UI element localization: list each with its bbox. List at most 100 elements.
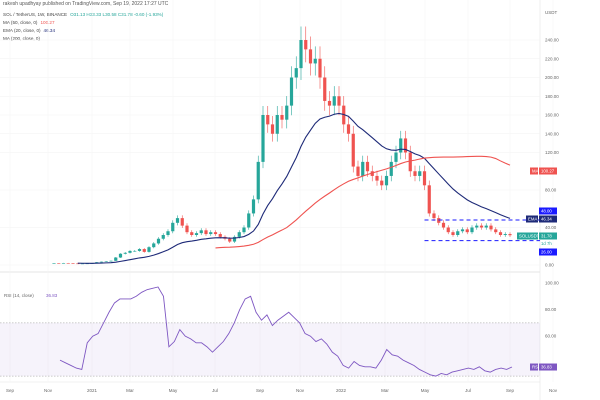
candle-body bbox=[337, 96, 341, 106]
candle-body bbox=[460, 229, 465, 232]
candle-body bbox=[109, 260, 113, 262]
rsi-tag-label: RSI bbox=[532, 365, 539, 370]
candle-body bbox=[304, 40, 308, 50]
candle-body bbox=[422, 171, 427, 186]
ema20-tag-label: EMA bbox=[528, 217, 537, 222]
candle-body bbox=[285, 105, 289, 120]
candle-body bbox=[465, 229, 469, 233]
candle-body bbox=[432, 213, 436, 219]
ma50-label: MA (50, close, 0) bbox=[3, 20, 38, 25]
candle-body bbox=[261, 115, 265, 162]
ma200-legend[interactable]: MA (200, close, 0) bbox=[3, 36, 40, 41]
candle-body bbox=[408, 152, 412, 172]
ema20-tag-label-box bbox=[526, 215, 538, 223]
candle-body bbox=[384, 175, 389, 186]
candle-body bbox=[266, 115, 270, 125]
candle-body bbox=[289, 77, 294, 106]
candle-body bbox=[389, 161, 393, 176]
candle-body bbox=[175, 218, 180, 223]
candle-body bbox=[161, 235, 165, 239]
candle-body bbox=[204, 230, 208, 235]
price-tick-label: 180.00 bbox=[545, 94, 559, 99]
ema20-label: EMA (20, close, 0) bbox=[3, 28, 41, 33]
candle-body bbox=[427, 185, 431, 214]
last-price-tag-value: 31.78 bbox=[541, 234, 552, 239]
candle-body bbox=[166, 231, 170, 235]
candle-body bbox=[475, 225, 479, 228]
candle-body bbox=[57, 263, 61, 264]
level-48-tag bbox=[539, 207, 557, 215]
ma50-legend[interactable]: MA (50, close, 0) 100.27 bbox=[3, 20, 55, 25]
time-tick-label: Nov bbox=[549, 388, 558, 393]
price-tick-label: 40.00 bbox=[545, 225, 557, 230]
candle-body bbox=[137, 249, 142, 251]
candle-body bbox=[242, 227, 246, 233]
candle-body bbox=[318, 58, 322, 78]
time-tick-label: Sep bbox=[256, 388, 265, 393]
candle-body bbox=[104, 261, 108, 263]
candle-body bbox=[294, 68, 298, 78]
candle-body bbox=[256, 161, 260, 200]
level-48-tag-value: 48.00 bbox=[541, 209, 552, 214]
candle-body bbox=[441, 222, 446, 228]
candle-body bbox=[356, 166, 360, 176]
rsi-band bbox=[0, 322, 540, 377]
ma50-tag-value: 100.27 bbox=[541, 168, 555, 173]
candle-body bbox=[61, 263, 66, 264]
ma50-tag-label: MA bbox=[532, 168, 539, 173]
level-26-tag bbox=[539, 248, 557, 256]
candle-body bbox=[80, 263, 85, 265]
price-tick-label: 0.00 bbox=[545, 263, 554, 268]
candle-body bbox=[99, 261, 104, 263]
candle-body bbox=[489, 225, 493, 230]
price-tick-label: 80.00 bbox=[545, 188, 557, 193]
candle-body bbox=[332, 96, 336, 106]
rsi-tag-label-box bbox=[530, 363, 538, 371]
candle-body bbox=[251, 199, 256, 214]
candle-body bbox=[418, 171, 422, 176]
rsi-value: 36.83 bbox=[46, 293, 58, 298]
candle-body bbox=[380, 180, 384, 186]
candle-body bbox=[280, 115, 284, 120]
ma50-tag bbox=[539, 167, 557, 175]
ma50-tag-label-box bbox=[530, 167, 538, 175]
rsi-tick-label: 80.00 bbox=[545, 307, 557, 312]
time-tick-label: Mar bbox=[126, 388, 134, 393]
ohlc-values: O31.13 H33.33 L30.58 C31.78 -0.60 (-1.93… bbox=[70, 12, 164, 17]
candle-body bbox=[190, 232, 194, 235]
time-tick-label: May bbox=[421, 388, 430, 393]
rsi-title: RSI (14, close) bbox=[4, 293, 34, 298]
rsi-tag bbox=[539, 363, 557, 371]
candle-body bbox=[147, 247, 151, 252]
currency-label: USDT bbox=[545, 10, 558, 15]
time-tick-label: 2022 bbox=[336, 388, 347, 393]
ema20-line bbox=[77, 112, 511, 264]
candle-body bbox=[394, 152, 398, 162]
candle-body bbox=[218, 234, 222, 237]
publisher-line: rakesh upadhyay published on TradingView… bbox=[3, 1, 169, 7]
candle-body bbox=[152, 243, 156, 248]
symbol-name: SOL / TetherUS, 1W, BINANCE bbox=[3, 12, 68, 17]
candle-body bbox=[351, 133, 355, 167]
ema20-legend[interactable]: EMA (20, close, 0) 46.34 bbox=[3, 28, 55, 33]
candle-body bbox=[484, 225, 488, 228]
candle-body bbox=[237, 232, 241, 237]
ma200-label: MA (200, close, 0) bbox=[3, 36, 41, 41]
candle-body bbox=[327, 100, 332, 106]
candle-body bbox=[180, 218, 184, 226]
ma50-value: 100.27 bbox=[40, 20, 55, 25]
candle-body bbox=[451, 232, 455, 235]
candle-body bbox=[123, 252, 127, 254]
candle-body bbox=[142, 249, 146, 252]
candle-body bbox=[133, 250, 137, 252]
price-tick-label: 140.00 bbox=[545, 131, 559, 136]
ema20-tag bbox=[539, 215, 557, 223]
candle-body bbox=[308, 49, 313, 64]
candle-body bbox=[508, 234, 512, 236]
candle-body bbox=[128, 250, 132, 253]
price-tick-label: 200.00 bbox=[545, 75, 559, 80]
candle-body bbox=[194, 233, 199, 235]
candle-body bbox=[479, 225, 484, 228]
rsi-tick-label: 60.00 bbox=[545, 334, 557, 339]
